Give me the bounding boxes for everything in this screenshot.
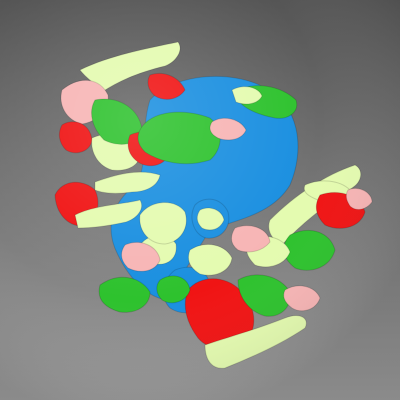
render-viewport[interactable] [0,0,400,400]
lighting-overlay [0,0,400,400]
3d-model-render[interactable] [0,0,400,400]
